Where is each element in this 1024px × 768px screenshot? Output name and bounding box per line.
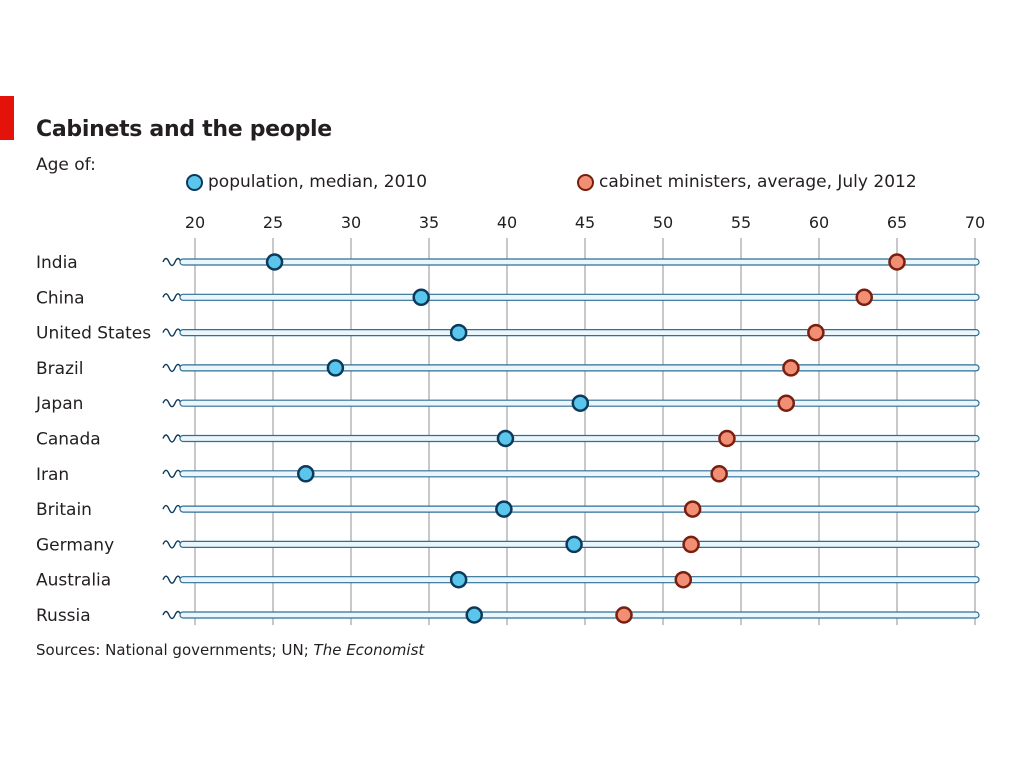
axis-break-icon-united-states	[162, 328, 182, 337]
legend-cabinet: cabinet ministers, average, July 2012	[577, 172, 917, 192]
population-dot-russia	[465, 606, 483, 624]
chart-title: Cabinets and the people	[36, 117, 332, 142]
cabinet-dot-britain	[683, 500, 702, 518]
row-track-australia	[179, 576, 980, 584]
x-tick-label-40: 40	[497, 213, 517, 232]
cabinet-dot-brazil	[782, 359, 800, 377]
x-tick-label-50: 50	[653, 213, 673, 232]
row-label-russia: Russia	[36, 606, 91, 626]
x-tick-label-70: 70	[965, 213, 985, 232]
source-italic: The Economist	[313, 641, 425, 659]
cabinet-dot-china	[855, 288, 873, 307]
row-track-united-states	[179, 329, 980, 337]
row-label-germany: Germany	[36, 535, 114, 555]
population-dot-china	[412, 288, 430, 307]
row-track-britain	[179, 505, 980, 513]
row-track-canada	[179, 434, 980, 443]
row-label-india: India	[36, 253, 78, 273]
population-dot-india	[265, 253, 284, 271]
axis-break-icon-germany	[162, 540, 182, 549]
population-dot-iran	[297, 465, 315, 483]
axis-break-icon-britain	[162, 504, 182, 514]
legend-population-label: population, median, 2010	[208, 172, 428, 192]
row-label-iran: Iran	[36, 465, 69, 485]
population-dot-germany	[565, 535, 583, 554]
legend-population: population, median, 2010	[186, 172, 427, 192]
axis-break-icon-iran	[162, 469, 182, 478]
axis-break-icon-russia	[162, 610, 182, 620]
legend-cabinet-dot	[577, 173, 594, 191]
x-tick-label-65: 65	[887, 213, 907, 232]
x-tick-label-35: 35	[419, 213, 439, 232]
chart-source: Sources: National governments; UN; The E…	[36, 641, 424, 659]
x-tick-label-55: 55	[731, 213, 751, 232]
cabinet-dot-canada	[718, 429, 736, 448]
legend-cabinet-label: cabinet ministers, average, July 2012	[599, 172, 917, 192]
population-dot-brazil	[326, 359, 345, 377]
axis-break-icon-brazil	[162, 363, 182, 373]
cabinet-dot-india	[888, 253, 906, 271]
axis-break-icon-canada	[162, 434, 182, 443]
cabinet-dot-germany	[682, 535, 700, 554]
row-track-china	[179, 293, 980, 301]
population-dot-britain	[495, 500, 513, 518]
brand-red-tag	[0, 96, 14, 140]
row-track-india	[179, 258, 980, 266]
row-label-japan: Japan	[35, 394, 83, 414]
axis-break-icon-australia	[162, 575, 182, 584]
row-label-britain: Britain	[36, 500, 92, 520]
population-dot-japan	[571, 394, 590, 412]
x-tick-label-25: 25	[263, 213, 283, 232]
cabinet-dot-iran	[710, 465, 728, 483]
row-label-china: China	[36, 288, 85, 308]
population-dot-canada	[496, 429, 515, 448]
x-tick-label-45: 45	[575, 213, 595, 232]
cabinet-dot-russia	[615, 606, 633, 624]
cabinet-dot-united-states	[807, 323, 825, 342]
x-tick-label-60: 60	[809, 213, 829, 232]
cabinet-dot-australia	[674, 570, 693, 589]
legend-population-dot	[186, 173, 203, 191]
source-text: Sources: National governments; UN;	[36, 641, 314, 659]
row-label-australia: Australia	[36, 571, 111, 591]
cabinet-dot-japan	[777, 394, 795, 412]
row-track-russia	[179, 611, 980, 619]
population-dot-australia	[449, 570, 468, 589]
chart-subtitle: Age of:	[36, 155, 96, 175]
x-tick-label-20: 20	[185, 213, 205, 232]
population-dot-united-states	[449, 323, 468, 342]
axis-break-icon-india	[162, 257, 182, 267]
row-label-united-states: United States	[36, 324, 151, 344]
row-label-canada: Canada	[36, 430, 101, 450]
axis-break-icon-japan	[162, 399, 182, 408]
row-track-iran	[179, 470, 980, 478]
x-tick-label-30: 30	[341, 213, 361, 232]
axis-break-icon-china	[162, 293, 182, 302]
row-label-brazil: Brazil	[36, 359, 83, 379]
row-track-brazil	[179, 364, 980, 372]
